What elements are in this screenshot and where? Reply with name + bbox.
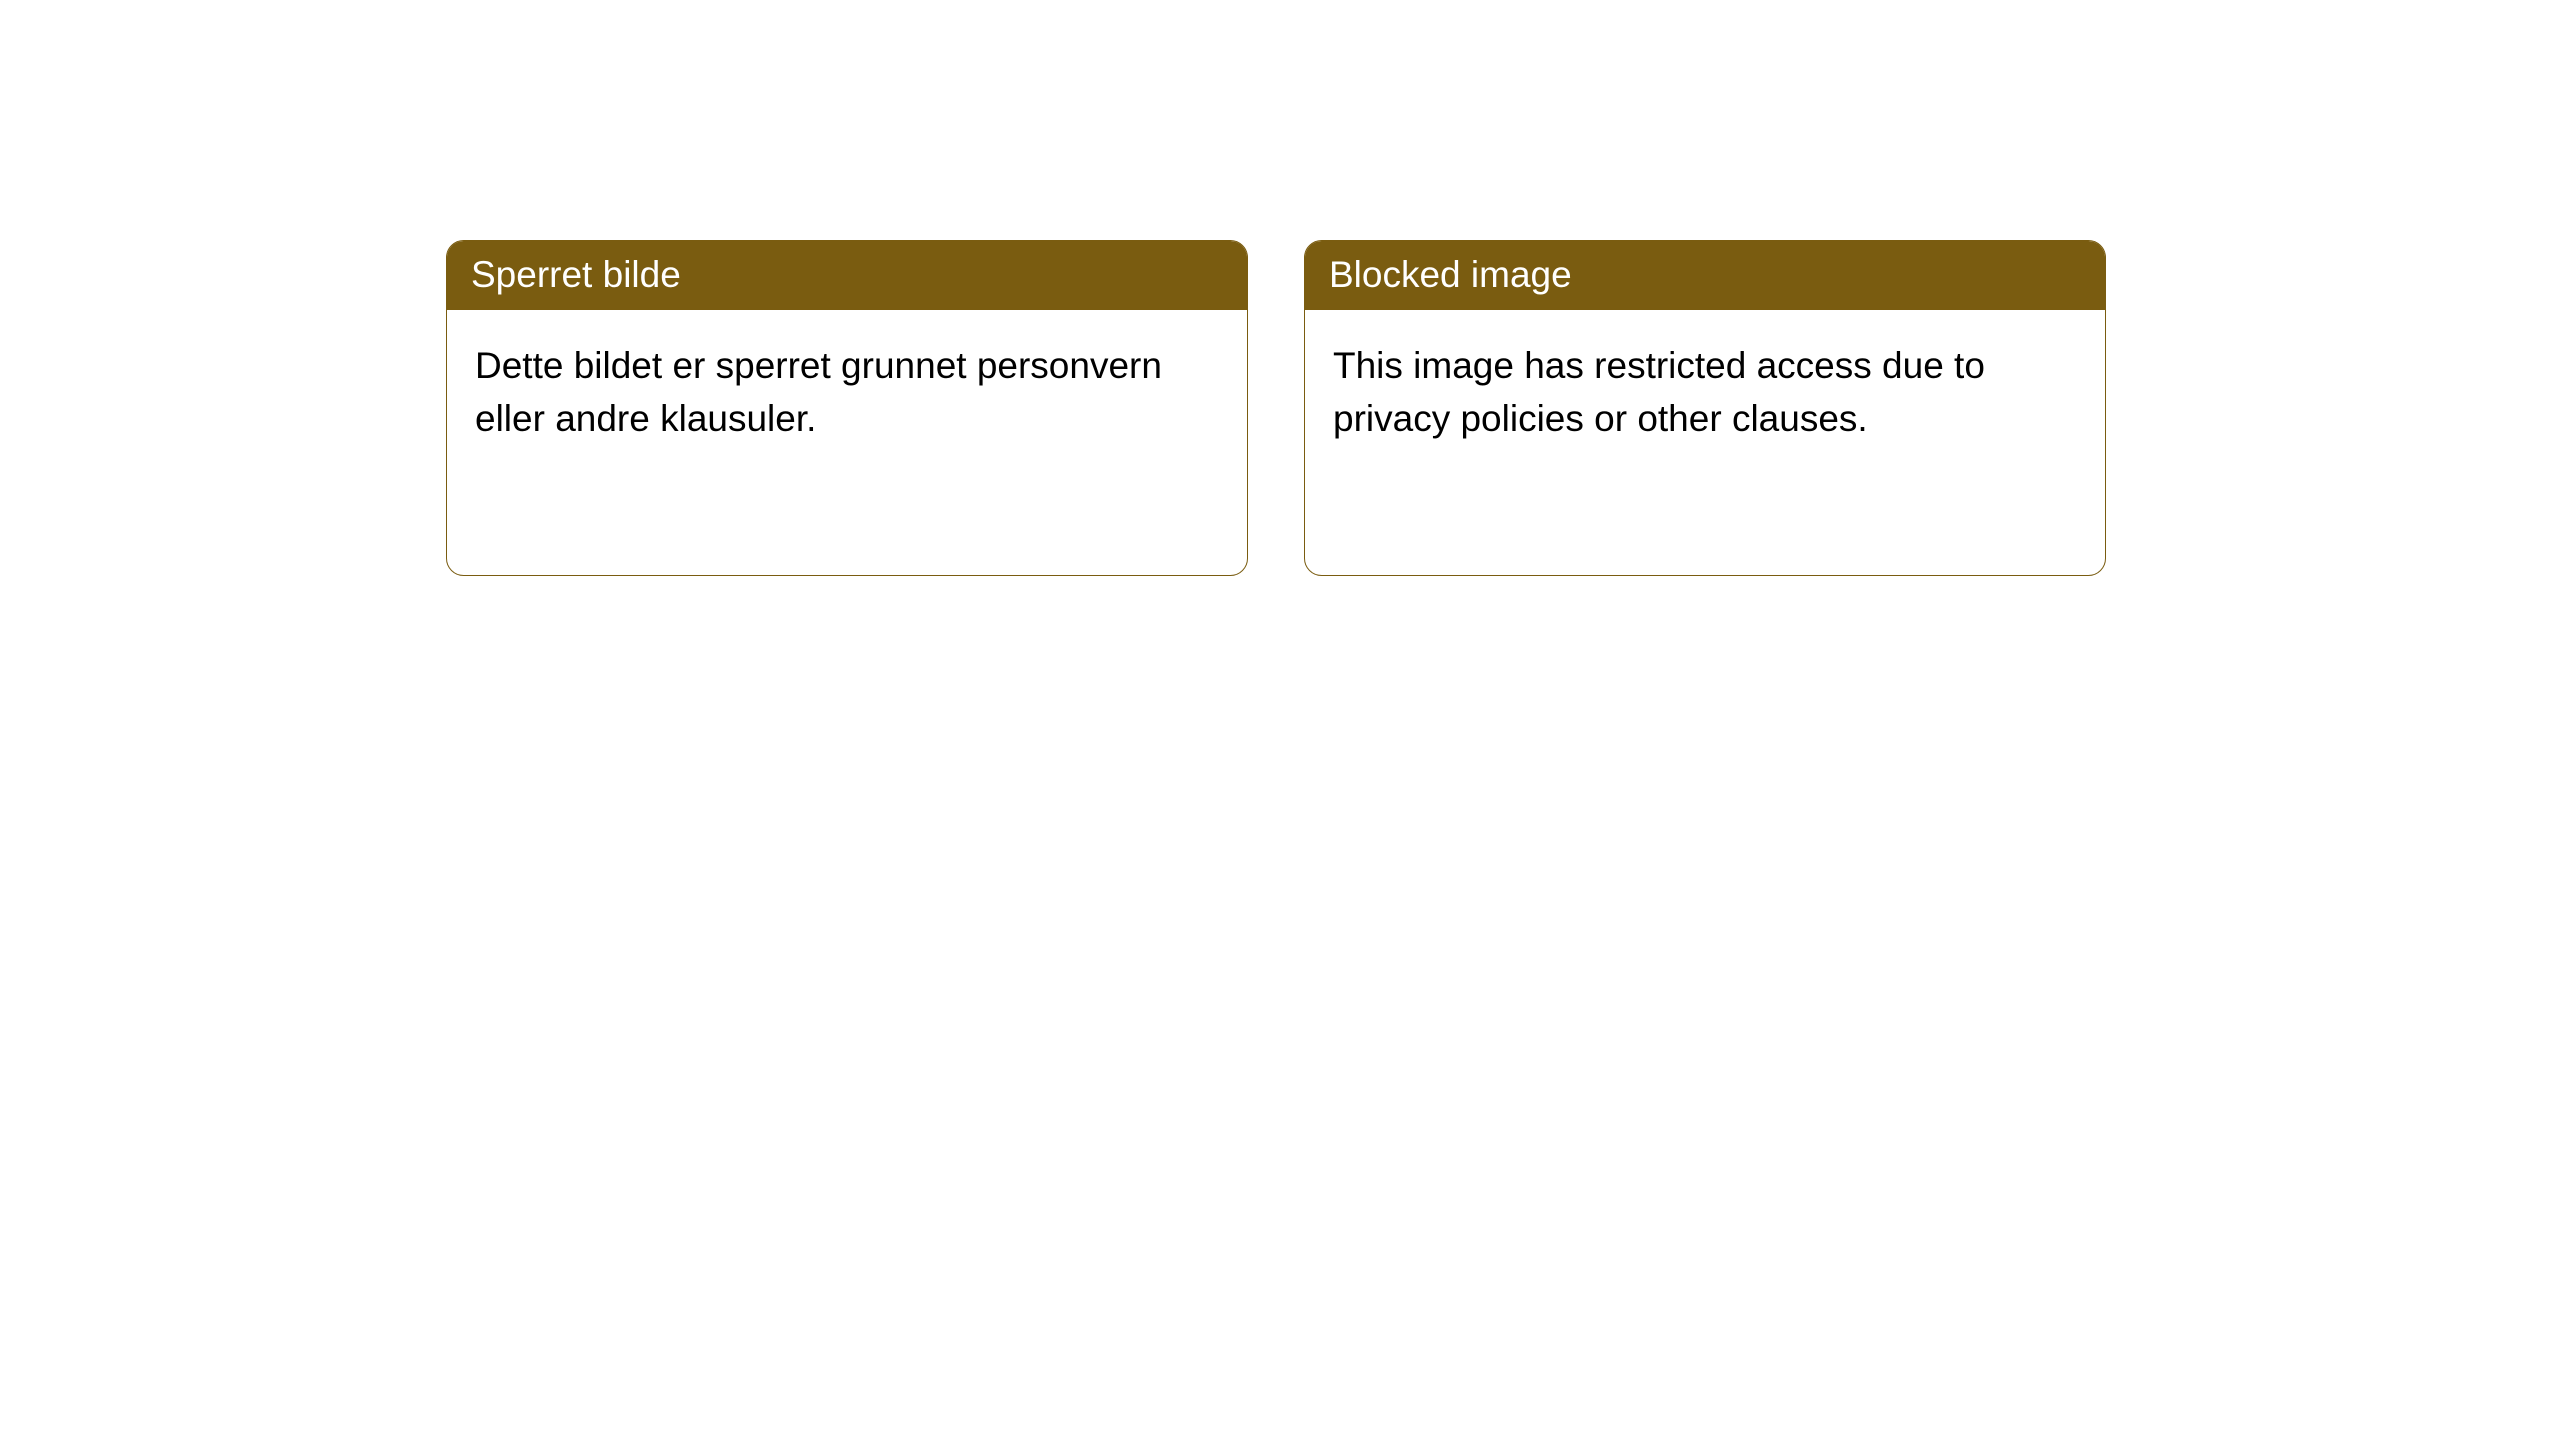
blocked-image-card-no: Sperret bilde Dette bildet er sperret gr… <box>446 240 1248 576</box>
card-header-no: Sperret bilde <box>447 241 1247 310</box>
card-body-no: Dette bildet er sperret grunnet personve… <box>447 310 1247 475</box>
card-header-en: Blocked image <box>1305 241 2105 310</box>
card-body-en: This image has restricted access due to … <box>1305 310 2105 475</box>
cards-container: Sperret bilde Dette bildet er sperret gr… <box>0 0 2560 576</box>
blocked-image-card-en: Blocked image This image has restricted … <box>1304 240 2106 576</box>
